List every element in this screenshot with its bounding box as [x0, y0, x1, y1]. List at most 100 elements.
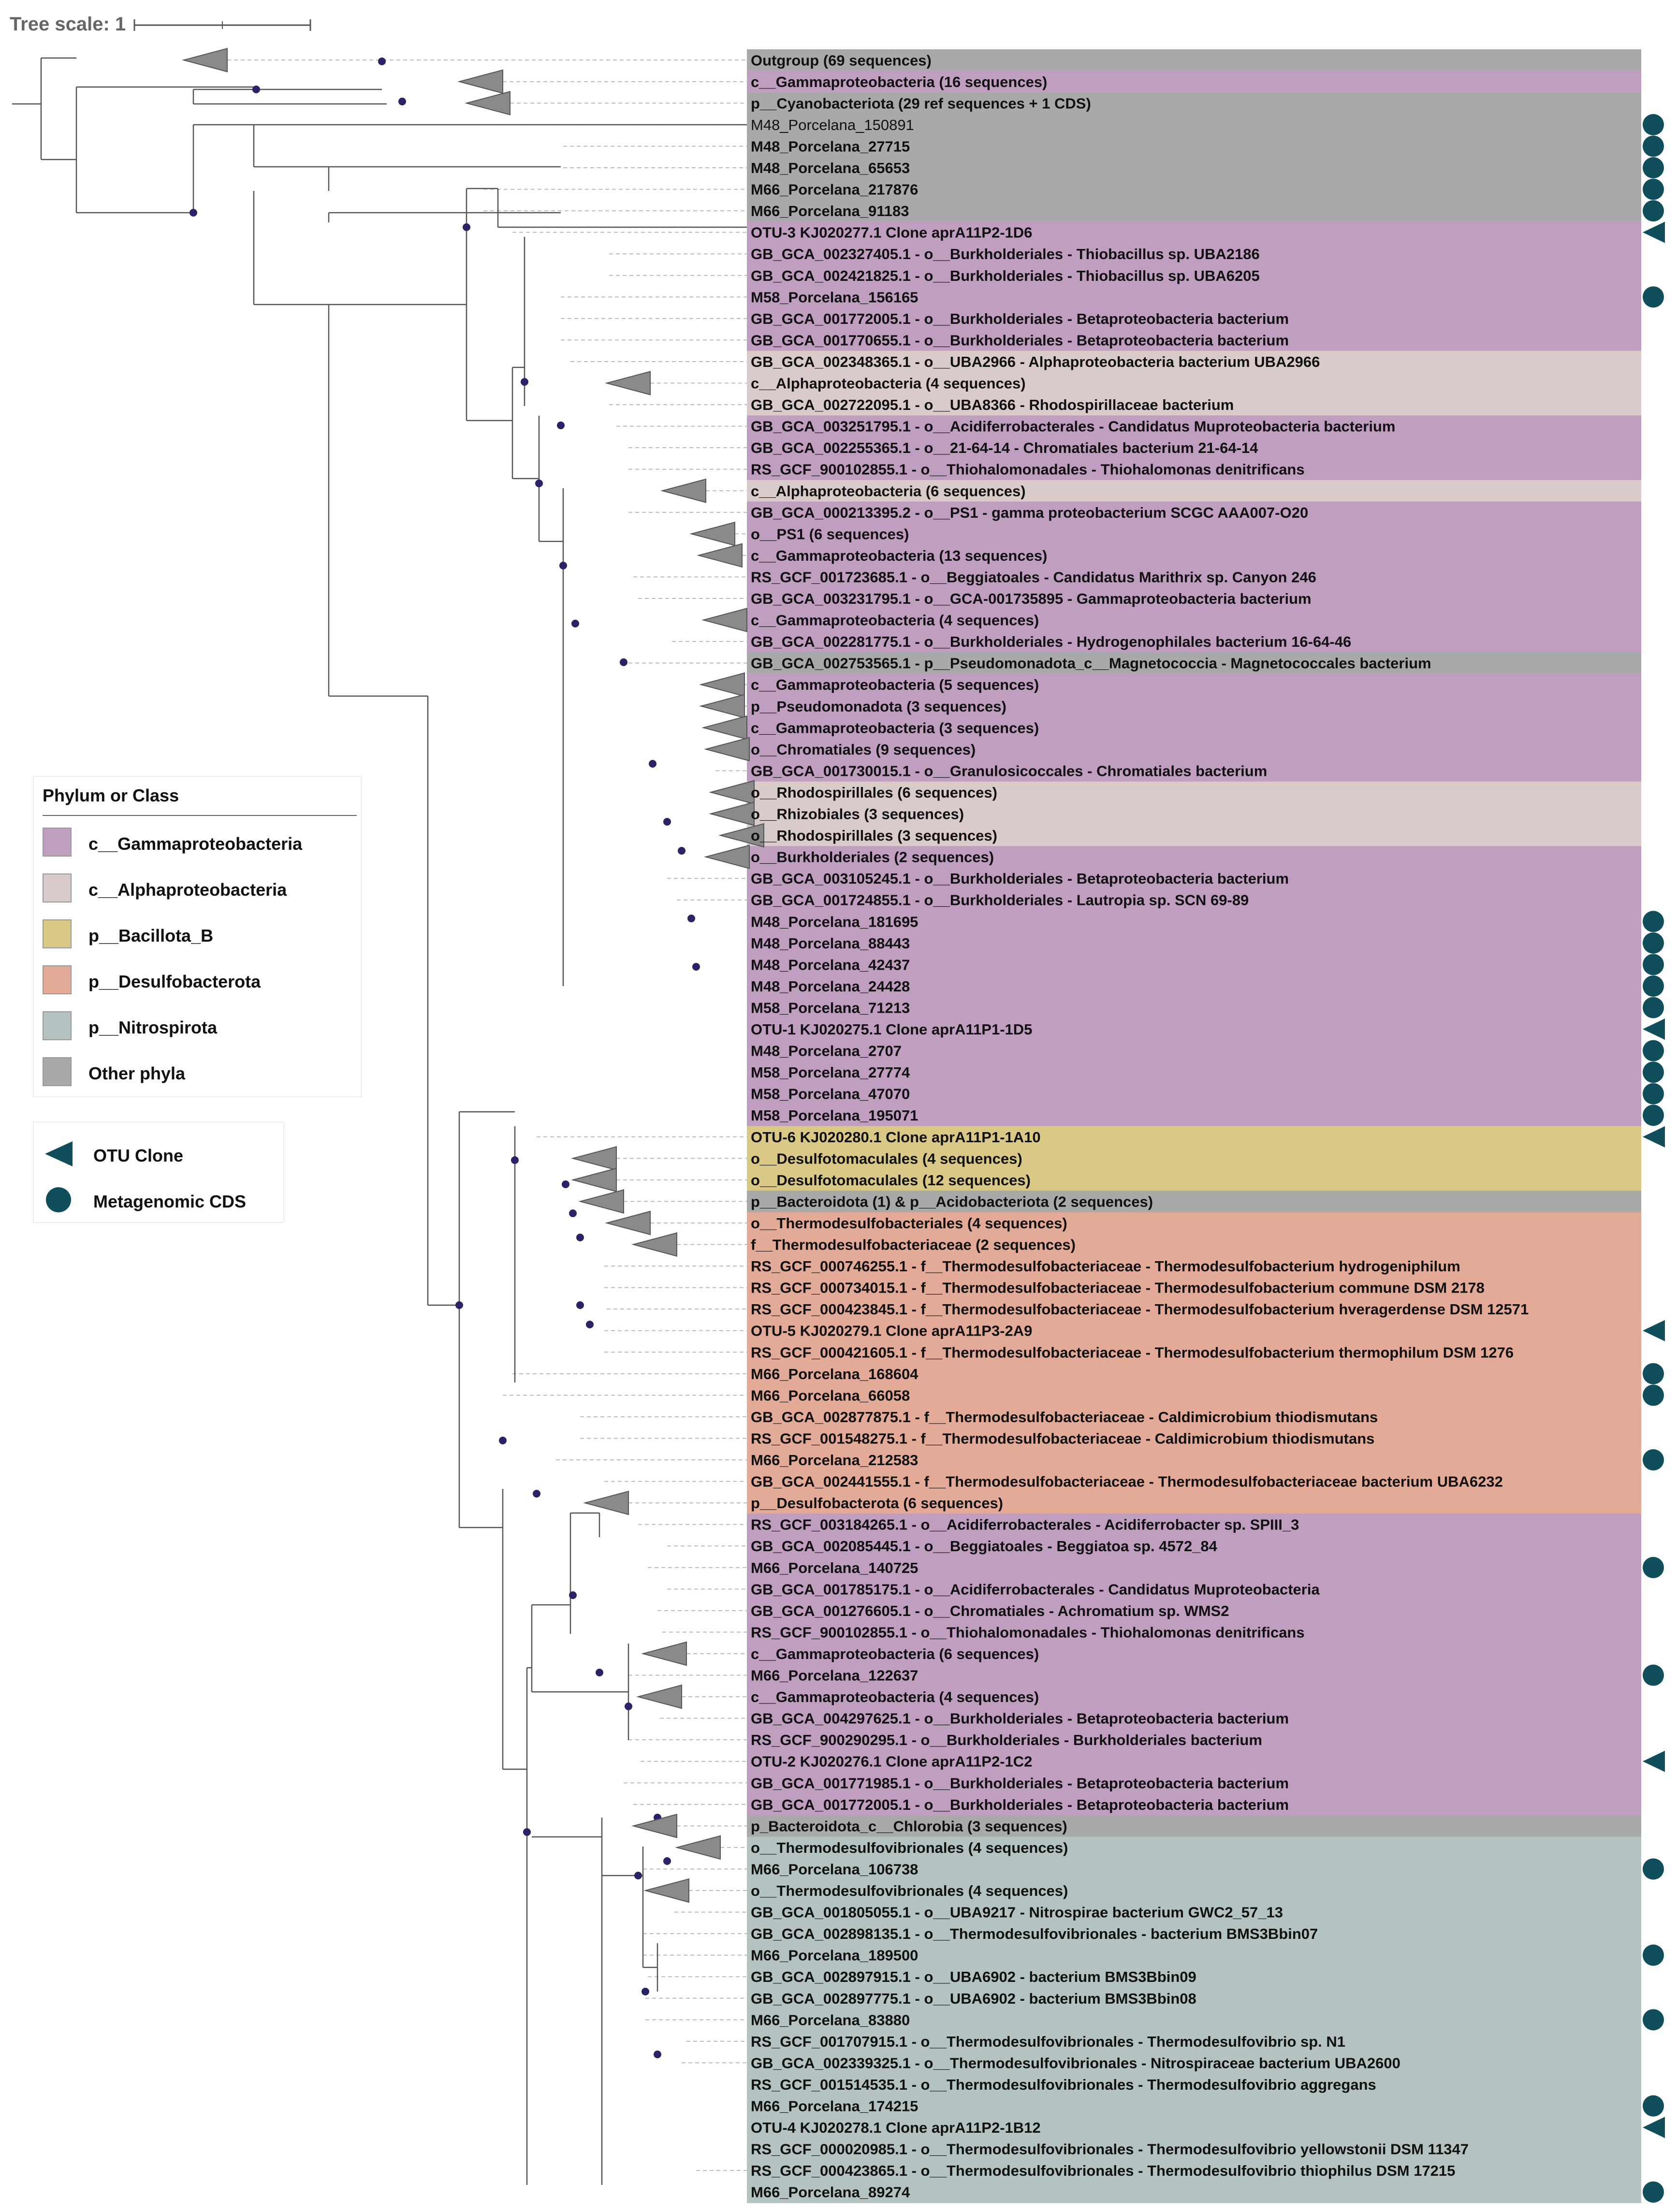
- metagenomic-cds-marker: [1643, 1384, 1664, 1406]
- leaf-markers: [1643, 114, 1665, 2203]
- leaf-color-strip: [747, 243, 1641, 265]
- metagenomic-cds-marker: [1643, 1858, 1664, 1880]
- leaf-color-strip: [747, 286, 1641, 308]
- leaf-label: o__Chromatiales (9 sequences): [751, 741, 976, 758]
- leaf-color-strip: [747, 1815, 1641, 1837]
- legend-label: Other phyla: [88, 1063, 186, 1083]
- leaf-color-strip: [747, 71, 1641, 93]
- metagenomic-cds-marker: [1643, 1083, 1664, 1105]
- leaf-color-strip: [747, 975, 1641, 997]
- leaf-label: GB_GCA_004297625.1 - o__Burkholderiales …: [751, 1710, 1289, 1727]
- internal-node: [398, 98, 406, 105]
- collapsed-clade-triangle: [701, 715, 747, 740]
- metagenomic-cds-marker: [1643, 157, 1664, 179]
- metagenomic-cds-marker: [1643, 1557, 1664, 1578]
- otu-clone-marker: [1643, 221, 1665, 243]
- leaf-label: OTU-5 KJ020279.1 Clone aprA11P3-2A9: [751, 1323, 1032, 1339]
- leaf-color-strip: [747, 1600, 1641, 1622]
- leaf-color-strip: [747, 329, 1641, 351]
- legend-label: Metagenomic CDS: [93, 1192, 247, 1211]
- leaf-color-strip: [747, 673, 1641, 696]
- leaf-color-strip: [747, 717, 1641, 739]
- internal-node: [535, 480, 543, 487]
- leaf-label: M66_Porcelana_89274: [751, 2184, 910, 2201]
- leaf-label: RS_GCF_900102855.1 - o__Thiohalomonadale…: [751, 1624, 1305, 1641]
- collapsed-clade-triangle: [182, 47, 228, 73]
- leaf-label: GB_GCA_003251795.1 - o__Acidiferrobacter…: [751, 418, 1395, 435]
- leaf-label: OTU-3 KJ020277.1 Clone aprA11P2-1D6: [751, 224, 1032, 241]
- collapsed-clade-triangle: [457, 69, 503, 94]
- leaf-color-strip: [747, 630, 1641, 653]
- leaf-color-strip: [747, 49, 1641, 72]
- metagenomic-cds-marker: [1643, 135, 1664, 157]
- leaf-color-strip: [747, 1083, 1641, 1105]
- leaf-color-strip: [747, 1191, 1641, 1213]
- internal-node: [569, 1591, 577, 1599]
- collapsed-clade-triangle: [699, 672, 745, 697]
- leaf-label: c__Gammaproteobacteria (3 sequences): [751, 719, 1039, 736]
- collapsed-clade-triangle: [704, 844, 750, 869]
- leaf-label: c__Alphaproteobacteria (4 sequences): [751, 375, 1026, 392]
- legend-label: p__Desulfobacterota: [88, 972, 261, 991]
- leaf-label: GB_GCA_001785175.1 - o__Acidiferrobacter…: [751, 1581, 1320, 1598]
- metagenomic-cds-marker: [1643, 954, 1664, 975]
- leaf-color-strip: [747, 221, 1641, 244]
- internal-node: [559, 562, 567, 569]
- legend-swatch: [43, 873, 72, 902]
- metagenomic-cds-marker: [1643, 1664, 1664, 1686]
- leaf-label: RS_GCF_900290295.1 - o__Burkholderiales …: [751, 1732, 1262, 1748]
- legend-swatch: [43, 828, 72, 857]
- leaf-color-strip: [747, 372, 1641, 394]
- leaf-color-strip: [747, 1858, 1641, 1880]
- collapsed-clade-triangle: [675, 1835, 721, 1860]
- leaf-color-strip: [747, 1449, 1641, 1471]
- leaf-label: RS_GCF_003184265.1 - o__Acidiferrobacter…: [751, 1516, 1299, 1533]
- internal-node: [663, 1857, 671, 1865]
- leaf-color-strip: [747, 200, 1641, 222]
- leaf-label: M48_Porcelana_42437: [751, 956, 910, 973]
- legend-title: Phylum or Class: [43, 786, 179, 805]
- internal-node: [463, 223, 470, 231]
- internal-node: [521, 378, 528, 386]
- leaf-label: Outgroup (69 sequences): [751, 52, 932, 69]
- leaf-color-strip: [747, 1363, 1641, 1385]
- metagenomic-cds-marker: [1643, 975, 1664, 997]
- leaf-color-strip: [747, 523, 1641, 545]
- collapsed-clade-triangle: [636, 1684, 682, 1709]
- collapsed-clade-triangle: [709, 801, 755, 826]
- internal-node: [576, 1301, 584, 1309]
- collapsed-clade-triangle: [641, 1641, 687, 1666]
- legend-phylum-class: Phylum or Class c__Gammaproteobacteria c…: [33, 776, 362, 1097]
- leaf-label: GB_GCA_001770655.1 - o__Burkholderiales …: [751, 332, 1289, 349]
- internal-node: [634, 1872, 642, 1879]
- leaf-color-strip: [747, 437, 1641, 459]
- leaf-label: M58_Porcelana_47070: [751, 1086, 910, 1103]
- leaf-label: OTU-2 KJ020276.1 Clone aprA11P2-1C2: [751, 1753, 1032, 1770]
- leaf-label: M58_Porcelana_71213: [751, 999, 910, 1016]
- leaf-color-strip: [747, 178, 1641, 201]
- metagenomic-cds-marker: [1643, 932, 1664, 954]
- group-color-strips: [747, 49, 1641, 2203]
- leaf-color-strip: [747, 1277, 1641, 1299]
- internal-node: [678, 847, 685, 855]
- collapsed-clade-triangle: [605, 371, 651, 395]
- metagenomic-cds-marker: [1643, 1944, 1664, 1966]
- leaf-color-strip: [747, 1234, 1641, 1256]
- leaf-label: RS_GCF_001548275.1 - f__Thermodesulfobac…: [751, 1430, 1374, 1447]
- metagenomic-cds-marker: [1643, 286, 1664, 308]
- tree-scale-label: Tree scale: 1: [10, 14, 126, 35]
- leaf-color-strip: [747, 1255, 1641, 1277]
- internal-node: [455, 1301, 463, 1309]
- leaf-label: GB_GCA_002421825.1 - o__Burkholderiales …: [751, 267, 1260, 284]
- leaf-color-strip: [747, 1643, 1641, 1665]
- collapsed-clades: [182, 47, 764, 1903]
- leaf-label: c__Gammaproteobacteria (5 sequences): [751, 676, 1039, 693]
- collapsed-clade-triangle: [631, 1232, 677, 1257]
- leaf-color-strip: [747, 781, 1641, 803]
- leaf-color-strip: [747, 1470, 1641, 1493]
- collapsed-clade-triangle: [571, 1146, 617, 1171]
- leaf-label: c__Alphaproteobacteria (6 sequences): [751, 482, 1026, 499]
- leaf-label: GB_GCA_002441555.1 - f__Thermodesulfobac…: [751, 1473, 1503, 1490]
- collapsed-clade-triangle: [704, 737, 750, 762]
- leaf-label: o__Desulfotomaculales (12 sequences): [751, 1172, 1031, 1189]
